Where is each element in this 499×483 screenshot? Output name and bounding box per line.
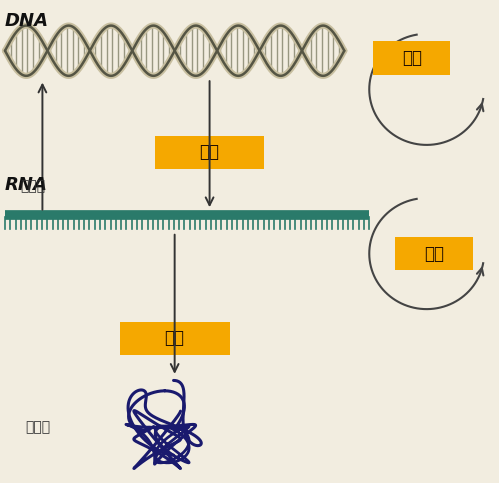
- Text: 复制: 复制: [424, 244, 444, 263]
- FancyBboxPatch shape: [395, 237, 473, 270]
- Text: 复制: 复制: [402, 49, 422, 67]
- FancyBboxPatch shape: [373, 41, 450, 75]
- FancyBboxPatch shape: [155, 136, 264, 169]
- FancyBboxPatch shape: [120, 322, 230, 355]
- Text: 逆转录: 逆转录: [20, 179, 45, 193]
- Text: 翻译: 翻译: [165, 329, 185, 347]
- Text: RNA: RNA: [5, 176, 48, 194]
- Text: 蛋白质: 蛋白质: [25, 421, 50, 434]
- Text: 转录: 转录: [200, 143, 220, 161]
- Text: DNA: DNA: [5, 12, 49, 30]
